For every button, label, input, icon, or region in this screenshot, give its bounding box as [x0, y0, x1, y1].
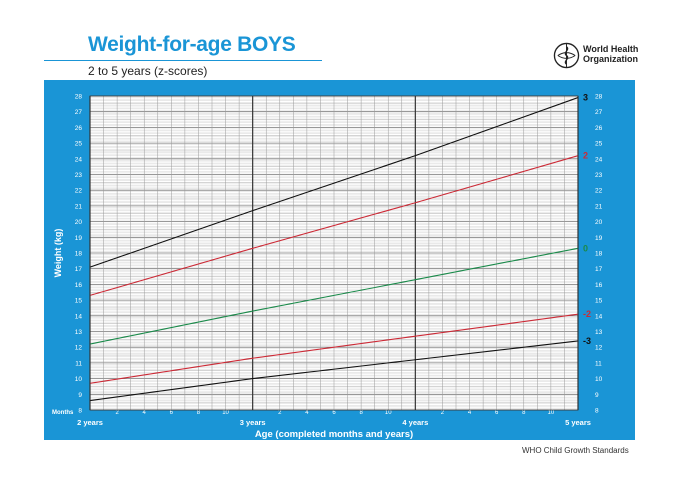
y-tick-label-left: 18 — [75, 251, 83, 258]
y-tick-label-right: 11 — [595, 360, 602, 367]
y-tick-label-left: 17 — [75, 266, 83, 273]
y-tick-label-left: 10 — [75, 376, 83, 383]
y-tick-label-right: 12 — [595, 345, 603, 352]
y-tick-label-right: 21 — [595, 203, 603, 210]
y-tick-label-left: 22 — [75, 188, 83, 195]
x-tick-label-month: 6 — [170, 410, 174, 416]
series-label-3: 3 — [583, 93, 588, 103]
y-tick-label-right: 22 — [595, 188, 603, 195]
series-label--3: -3 — [583, 336, 591, 346]
x-tick-label-month: 2 — [278, 410, 282, 416]
y-tick-label-left: 9 — [78, 392, 82, 399]
x-tick-label-month: 6 — [332, 410, 336, 416]
x-tick-label-month: 2 — [115, 410, 119, 416]
y-tick-label-right: 23 — [595, 172, 603, 179]
y-tick-label-left: 8 — [78, 408, 82, 415]
x-tick-label-month: 4 — [468, 410, 472, 416]
months-label: Months — [52, 410, 74, 416]
y-tick-label-right: 9 — [595, 392, 599, 399]
x-tick-label-month: 8 — [522, 410, 526, 416]
z-score-line-2 — [89, 155, 579, 296]
y-tick-label-left: 16 — [75, 282, 83, 289]
y-tick-label-left: 20 — [75, 219, 83, 226]
y-tick-label-left: 12 — [75, 345, 83, 352]
y-tick-label-left: 14 — [75, 313, 83, 320]
y-tick-label-right: 18 — [595, 251, 603, 258]
x-tick-label-month: 4 — [305, 410, 309, 416]
y-tick-label-left: 25 — [75, 141, 83, 148]
y-tick-label-left: 21 — [75, 203, 83, 210]
chart-title: Weight-for-age BOYS — [88, 33, 296, 56]
y-tick-label-right: 8 — [595, 408, 599, 415]
x-tick-label-month: 10 — [385, 410, 392, 416]
x-tick-label-month: 4 — [143, 410, 147, 416]
plot-border — [89, 95, 579, 411]
y-tick-label-left: 11 — [75, 360, 82, 367]
y-tick-label-right: 27 — [595, 109, 603, 116]
x-tick-label-month: 10 — [548, 410, 555, 416]
x-tick-label-year: 3 years — [240, 418, 266, 427]
who-wordmark-line1: World Health — [583, 44, 639, 54]
series-label--2: -2 — [583, 309, 591, 319]
who-wordmark: World Health Organization — [583, 44, 653, 64]
x-tick-label-year: 5 years — [565, 418, 591, 427]
chart-subtitle: 2 to 5 years (z-scores) — [88, 64, 208, 78]
y-tick-label-left: 27 — [75, 109, 83, 116]
y-tick-label-left: 24 — [75, 156, 83, 163]
y-tick-label-left: 13 — [75, 329, 83, 336]
x-tick-label-month: 8 — [197, 410, 201, 416]
y-tick-label-right: 17 — [595, 266, 603, 273]
y-tick-label-right: 20 — [595, 219, 603, 226]
series-label-0: 0 — [583, 243, 588, 253]
y-tick-label-right: 28 — [595, 94, 603, 101]
x-tick-label-year: 4 years — [402, 418, 428, 427]
y-axis-label: Weight (kg) — [53, 229, 63, 278]
growth-chart: 8 8 9 9 10 10 11 11 12 12 13 13 14 14 15 15 16 16 17 17 18 18… — [52, 93, 603, 440]
series-label-2: 2 — [583, 151, 588, 161]
y-tick-label-right: 14 — [595, 313, 603, 320]
x-tick-label-year: 2 years — [77, 418, 103, 427]
x-tick-label-month: 6 — [495, 410, 499, 416]
y-tick-label-right: 24 — [595, 156, 603, 163]
y-tick-label-left: 23 — [75, 172, 83, 179]
y-tick-label-right: 15 — [595, 298, 603, 305]
z-score-line--2 — [89, 313, 579, 384]
y-tick-label-right: 13 — [595, 329, 603, 336]
who-emblem-icon — [553, 42, 580, 69]
chart-panel: 8 8 9 9 10 10 11 11 12 12 13 13 14 14 15 15 16 16 17 17 18 18… — [44, 80, 635, 440]
x-tick-label-month: 8 — [359, 410, 363, 416]
y-tick-label-left: 28 — [75, 94, 83, 101]
x-axis-label: Age (completed months and years) — [255, 429, 413, 440]
y-tick-label-right: 19 — [595, 235, 603, 242]
who-wordmark-line2: Organization — [583, 54, 639, 64]
footer-credit: WHO Child Growth Standards — [522, 446, 629, 455]
y-tick-label-left: 19 — [75, 235, 83, 242]
z-score-line-3 — [89, 97, 579, 268]
title-underline — [44, 60, 322, 61]
x-tick-label-month: 2 — [441, 410, 445, 416]
x-tick-label-month: 10 — [222, 410, 229, 416]
y-tick-label-left: 15 — [75, 298, 83, 305]
y-tick-label-right: 26 — [595, 125, 603, 132]
y-tick-label-right: 10 — [595, 376, 603, 383]
y-tick-label-left: 26 — [75, 125, 83, 132]
z-score-line--3 — [89, 340, 579, 402]
z-score-line-0 — [89, 247, 579, 345]
y-tick-label-right: 25 — [595, 141, 603, 148]
y-tick-label-right: 16 — [595, 282, 603, 289]
